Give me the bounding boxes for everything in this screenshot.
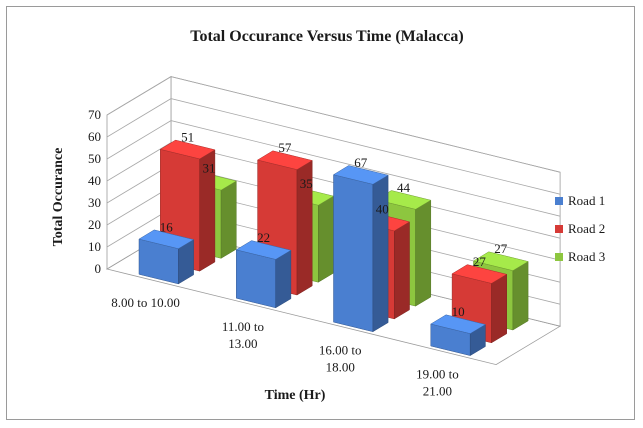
data-label: 67 (354, 155, 368, 170)
data-label: 31 (203, 161, 216, 176)
bar-front (236, 249, 276, 309)
legend-swatch (555, 197, 563, 205)
bar-front (333, 174, 374, 333)
bar-side (415, 199, 432, 307)
bar-side (318, 195, 334, 283)
y-tick-label: 20 (88, 217, 101, 232)
bar-side (275, 249, 292, 309)
x-axis-title: Time (Hr) (265, 388, 326, 403)
bar (332, 165, 389, 333)
bar (235, 240, 292, 309)
bars (138, 139, 529, 357)
y-tick-label: 30 (88, 195, 101, 210)
legend: Road 1 Road 2 Road 3 (555, 193, 605, 264)
data-label: 51 (181, 130, 194, 145)
bar-side (512, 261, 529, 331)
y-axis-title: Total Occurance (51, 148, 66, 247)
legend-swatch (555, 225, 563, 233)
data-label: 57 (278, 140, 292, 155)
data-label: 40 (376, 202, 389, 217)
x-axis-ticks: 8.00 to 10.00 11.00 to 13.00 16.00 to 18.00 1… (111, 295, 458, 399)
data-label: 44 (397, 180, 411, 195)
bar-top (235, 240, 292, 260)
chart-svg: Total Occurance Versus Time (Malacca) 0 1… (51, 28, 605, 403)
bar-top (159, 139, 216, 160)
bar-top (430, 314, 487, 334)
gridline (106, 76, 561, 173)
bar (138, 229, 195, 285)
data-label: 35 (300, 176, 313, 191)
gridline (106, 120, 561, 217)
bar-side (220, 180, 237, 259)
data-labels: 31 35 44 27 51 57 40 27 16 22 67 10 (160, 130, 508, 320)
bar-top (472, 251, 529, 271)
bar-top (332, 165, 389, 185)
y-axis-ticks: 0 10 20 30 40 50 60 70 (88, 107, 101, 276)
x-tick-label: 11.00 to 13.00 (222, 319, 264, 351)
y-tick-label: 40 (88, 173, 101, 188)
gridline (106, 98, 561, 195)
data-label: 27 (494, 241, 508, 256)
legend-label: Road 2 (568, 221, 605, 236)
legend-label: Road 1 (568, 193, 605, 208)
y-tick-label: 50 (88, 151, 101, 166)
legend-swatch (555, 253, 563, 261)
bar-side (394, 221, 410, 320)
y-tick-label: 60 (88, 129, 101, 144)
data-label: 22 (257, 230, 270, 245)
y-tick-label: 70 (88, 107, 101, 122)
chart-frame: Total Occurance Versus Time (Malacca) 0 1… (6, 6, 635, 420)
data-label: 16 (160, 219, 174, 234)
y-tick-label: 0 (95, 261, 102, 276)
bar-top (138, 229, 195, 249)
x-tick-label: 8.00 to 10.00 (111, 295, 180, 310)
y-tick-label: 10 (88, 239, 101, 254)
x-tick-label: 16.00 to 18.00 (319, 343, 362, 375)
bar (430, 314, 487, 357)
bar-side (372, 174, 389, 333)
data-label: 10 (452, 304, 465, 319)
bar-top (256, 150, 313, 170)
x-tick-label: 19.00 to 21.00 (416, 367, 459, 399)
chart-title: Total Occurance Versus Time (Malacca) (190, 28, 463, 45)
bar-top (451, 264, 508, 284)
legend-label: Road 3 (568, 249, 605, 264)
data-label: 27 (473, 254, 487, 269)
bar-side (491, 273, 507, 344)
